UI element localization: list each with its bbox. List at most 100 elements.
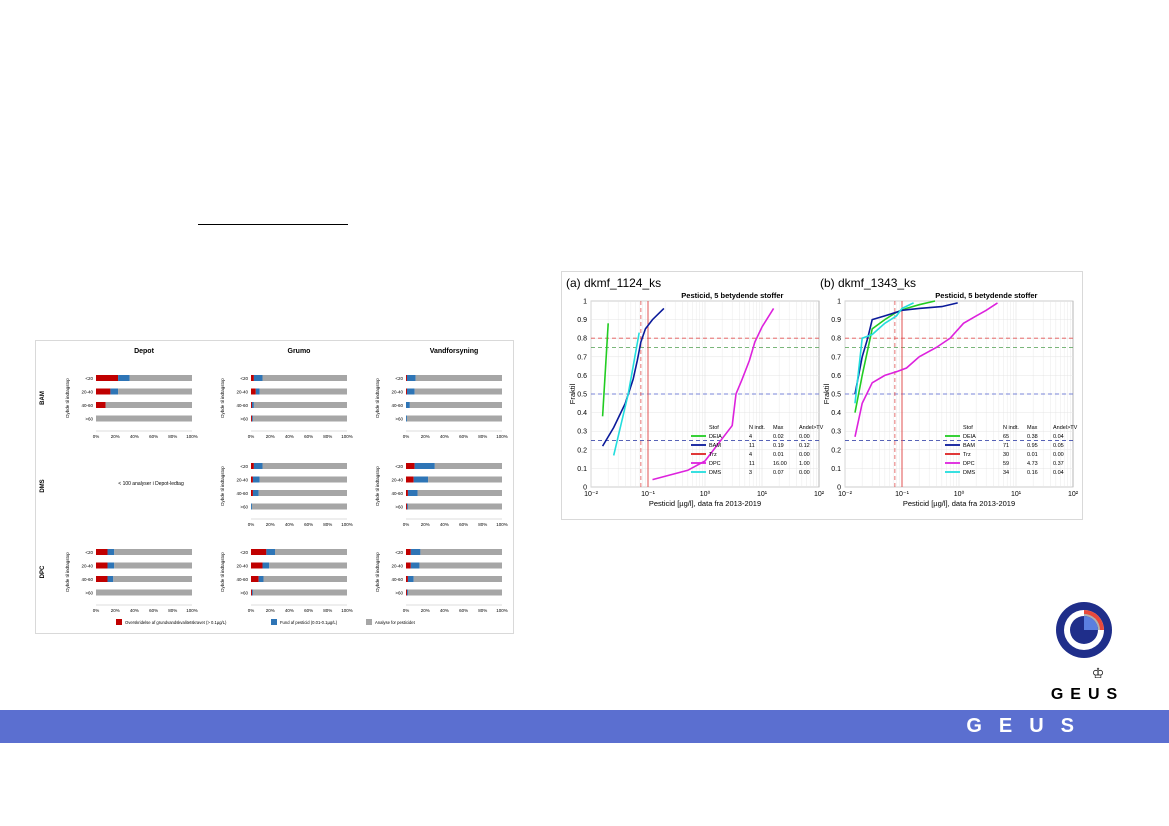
legend-series-name: BAM (963, 443, 975, 449)
depth-bin-label: <20 (395, 550, 403, 555)
depth-bin-label: 40-60 (236, 491, 248, 496)
bar-segment (415, 375, 502, 381)
series-line (601, 307, 665, 447)
y-tick-label: 0.8 (831, 336, 841, 343)
series-line (854, 302, 914, 404)
x-tick-label: 60% (459, 434, 468, 439)
x-tick-label: 60% (304, 522, 313, 527)
x-tick-label: 40% (285, 434, 294, 439)
title-underline (198, 224, 348, 225)
bar-segment (251, 415, 252, 422)
bar-segment (269, 562, 347, 569)
bar-segment (251, 549, 267, 555)
svg-text:♔: ♔ (1092, 665, 1105, 681)
legend-max: 0.01 (773, 452, 784, 458)
x-tick-label: 10⁻² (838, 491, 852, 498)
x-tick-label: 100% (341, 434, 353, 439)
legend-series-name: DPC (963, 461, 975, 467)
panel-label: (b) dkmf_1343_ks (820, 276, 916, 290)
x-tick-label: 0% (248, 608, 255, 613)
chart-title: Pesticid, 5 betydende stoffer (935, 291, 1037, 300)
bar-segment (251, 388, 256, 395)
depth-bin-label: <20 (395, 376, 403, 381)
x-tick-label: 40% (440, 608, 449, 613)
bar-segment (118, 388, 192, 395)
bar-segment (406, 503, 407, 510)
legend-series-name: BAM (709, 443, 721, 449)
x-tick-label: 60% (304, 434, 313, 439)
depth-bin-label: >60 (240, 591, 248, 596)
legend-swatch (271, 619, 277, 625)
x-tick-label: 100% (496, 434, 508, 439)
depth-bin-label: <20 (85, 376, 93, 381)
row-header: DMS (40, 479, 46, 492)
bar-segment (96, 576, 108, 582)
cdf-panel: (a) dkmf_1124_ks Pesticid, 5 betydende st… (566, 276, 825, 508)
y-tick-label: 0.5 (577, 392, 587, 399)
depth-bin-label: 20-40 (236, 390, 248, 395)
bar-segment (107, 576, 114, 582)
bar-segment (253, 402, 347, 408)
chart-title: Pesticid, 5 betydende stoffer (681, 291, 783, 300)
depth-bin-label: <20 (395, 464, 403, 469)
x-tick-label: 10¹ (757, 491, 768, 498)
x-tick-label: 10² (814, 491, 825, 498)
y-tick-label: 0.6 (577, 373, 587, 380)
depth-bin-label: 40-60 (81, 403, 93, 408)
bar-segment (259, 388, 347, 395)
table-header: N indt. (1003, 425, 1019, 431)
depth-bin-label: 20-40 (391, 478, 403, 483)
legend-andel: 0.37 (1053, 461, 1064, 467)
bar-segment (413, 476, 429, 483)
bar-segment (406, 415, 407, 422)
bar-segment (428, 476, 502, 483)
x-tick-label: 80% (478, 522, 487, 527)
y-tick-label: 1 (583, 299, 587, 306)
depth-bin-label: <20 (240, 376, 248, 381)
legend-n: 59 (1003, 461, 1009, 467)
x-tick-label: 10⁰ (954, 490, 965, 498)
y-tick-label: 0.5 (831, 392, 841, 399)
bar-segment (407, 490, 418, 496)
y-tick-label: 0.6 (831, 373, 841, 380)
y-tick-label: 0.3 (577, 429, 587, 436)
x-tick-label: 40% (285, 608, 294, 613)
bar-segment (262, 463, 347, 469)
cdf-figure: (a) dkmf_1124_ks Pesticid, 5 betydende st… (561, 271, 1083, 520)
bar-segment (251, 476, 253, 483)
depth-axis-label: Dybde til indtagstop (220, 552, 225, 592)
legend-label: Analyse for pesticidet (375, 620, 416, 625)
bar-segment (96, 415, 192, 422)
bar-segment (118, 375, 130, 381)
bar-segment (251, 490, 253, 496)
legend-andel: 0.05 (1053, 443, 1064, 449)
bar-segment (406, 402, 410, 408)
bar-segment (113, 576, 192, 582)
legend-max: 0.07 (773, 470, 784, 476)
bar-segment (419, 562, 502, 569)
bar-segment (110, 388, 119, 395)
y-tick-label: 0.2 (831, 447, 841, 454)
legend-max: 4.73 (1027, 461, 1038, 467)
x-tick-label: 20% (421, 522, 430, 527)
depth-bin-label: >60 (85, 417, 93, 422)
depth-bin-label: 40-60 (391, 403, 403, 408)
y-tick-label: 0 (837, 485, 841, 492)
column-header: Depot (134, 348, 155, 355)
bar-segment (96, 562, 108, 569)
bar-segment (406, 576, 408, 582)
y-tick-label: 0.3 (831, 429, 841, 436)
depth-bin-label: 20-40 (236, 564, 248, 569)
depth-bin-label: 40-60 (391, 491, 403, 496)
y-tick-label: 0.1 (831, 466, 841, 473)
bar-segment (406, 503, 408, 510)
depth-axis-label: Dybde til indtagstop (65, 552, 70, 592)
table-header: N indt. (749, 425, 765, 431)
y-tick-label: 0.4 (831, 410, 841, 417)
legend-andel: 1.00 (799, 461, 810, 467)
table-header: Max (773, 425, 784, 431)
bar-segment (251, 415, 253, 422)
bar-segment (252, 589, 347, 596)
y-tick-label: 0.4 (577, 410, 587, 417)
y-tick-label: 0.8 (577, 336, 587, 343)
